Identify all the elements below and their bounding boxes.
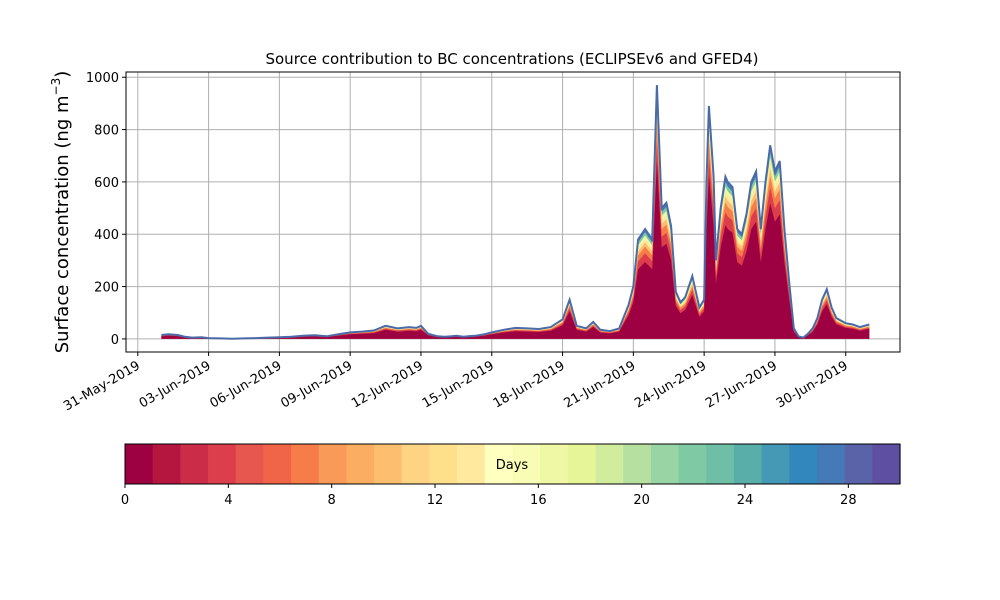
plot-frame (125, 71, 901, 353)
y-tick-label: 800 (94, 124, 119, 139)
x-tick-label: 09-Jun-2019 (278, 358, 355, 411)
y-tick-label: 600 (94, 176, 119, 191)
colorbar-cell (761, 444, 790, 484)
colorbar-tick-label: 4 (224, 493, 232, 508)
colorbar-tick-label: 20 (633, 493, 650, 508)
grid (126, 72, 900, 352)
colorbar-label: Days (496, 458, 529, 473)
x-tick-label: 21-Jun-2019 (562, 358, 639, 411)
colorbar-cells (125, 444, 901, 484)
x-tick-label: 18-Jun-2019 (491, 358, 568, 411)
colorbar-cell (650, 444, 680, 484)
colorbar-cell (152, 444, 181, 484)
x-tick-label: 06-Jun-2019 (208, 358, 285, 411)
colorbar-cell (512, 444, 541, 484)
colorbar-cell (816, 444, 846, 484)
colorbar-cell (733, 444, 763, 484)
colorbar-cell (318, 444, 348, 484)
colorbar-tick-label: 16 (530, 493, 547, 508)
colorbar: Days 0 4 8 12 16 20 24 28 (121, 443, 901, 508)
colorbar-cell (623, 444, 652, 484)
total-concentration-line (161, 85, 870, 340)
chart-title: Source contribution to BC concentrations… (265, 50, 758, 68)
y-axis-label-exponent: −3 (49, 78, 63, 96)
colorbar-cell (125, 444, 154, 484)
colorbar-tick-label: 28 (840, 493, 857, 508)
x-tick-label: 15-Jun-2019 (420, 358, 497, 411)
x-tick-label: 12-Jun-2019 (349, 358, 426, 411)
colorbar-cell (291, 444, 320, 484)
area-layer-0 (161, 161, 870, 339)
colorbar-tick-label: 12 (427, 493, 444, 508)
colorbar-cell (484, 444, 514, 484)
x-tick-label: 27-Jun-2019 (703, 358, 780, 411)
colorbar-cell (844, 444, 873, 484)
colorbar-cell (567, 444, 597, 484)
colorbar-cell (401, 444, 431, 484)
colorbar-cell (346, 444, 375, 484)
colorbar-tick-label: 8 (328, 493, 336, 508)
colorbar-ticks: 0 4 8 12 16 20 24 28 (121, 484, 857, 508)
colorbar-cell (235, 444, 264, 484)
colorbar-cell (180, 444, 209, 484)
y-tick-label: 0 (111, 333, 119, 348)
colorbar-cell (263, 444, 292, 484)
colorbar-tick-label: 24 (737, 493, 754, 508)
x-axis-ticks: 31-May-201903-Jun-201906-Jun-201909-Jun-… (61, 352, 851, 414)
x-tick-label: 31-May-2019 (61, 358, 143, 414)
colorbar-cell (208, 444, 237, 484)
x-tick-label: 24-Jun-2019 (632, 358, 709, 411)
y-tick-label: 400 (94, 228, 119, 243)
plot-area: 0 200 400 600 800 1000 31-May-201903-Jun-2019… (61, 71, 901, 414)
colorbar-cell (595, 444, 624, 484)
y-tick-label: 200 (94, 281, 119, 296)
stacked-areas (161, 85, 870, 339)
y-axis-label-main: Surface concentration (ng m (52, 95, 73, 353)
x-tick-label: 30-Jun-2019 (774, 358, 851, 411)
colorbar-cell (540, 444, 569, 484)
colorbar-cell (429, 444, 458, 484)
colorbar-cell (374, 444, 403, 484)
colorbar-frame (124, 443, 901, 485)
y-tick-label: 1000 (86, 71, 119, 86)
y-axis-label-close: ) (52, 71, 73, 78)
y-axis-label: Surface concentration (ng m−3) (49, 71, 73, 354)
colorbar-cell (678, 444, 707, 484)
colorbar-cell (457, 444, 486, 484)
colorbar-cell (789, 444, 818, 484)
colorbar-cell (706, 444, 735, 484)
x-tick-label: 03-Jun-2019 (137, 358, 214, 411)
colorbar-tick-label: 0 (121, 493, 129, 508)
colorbar-cell (872, 444, 901, 484)
y-axis-ticks: 0 200 400 600 800 1000 (86, 71, 126, 348)
